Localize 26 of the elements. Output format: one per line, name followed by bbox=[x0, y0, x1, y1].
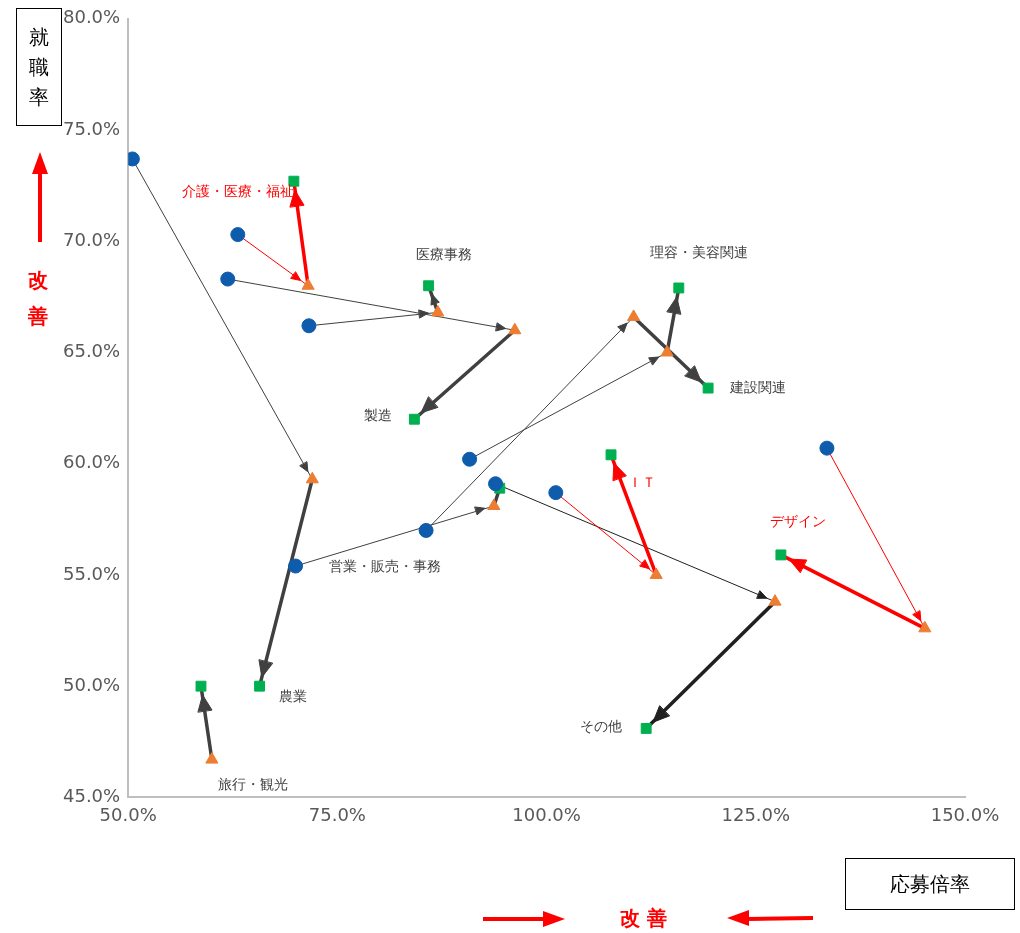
x-tick-label: 150.0% bbox=[930, 803, 1000, 825]
annotation: 介護・医療・福祉 bbox=[181, 182, 294, 199]
text: 改善 bbox=[28, 267, 48, 330]
x-axis-title: 応募倍率 bbox=[845, 858, 1015, 910]
y-tick-label: 50.0% bbox=[62, 673, 121, 695]
y-tick-label: 65.0% bbox=[62, 340, 121, 362]
y-axis-title: 就職率 bbox=[29, 24, 49, 111]
annotation: その他 bbox=[580, 718, 623, 735]
annotation: デザイン bbox=[769, 512, 826, 529]
text: 改 善 bbox=[620, 905, 667, 932]
annotation: 理容・美容関連 bbox=[649, 243, 748, 260]
annotation: 農業 bbox=[278, 687, 307, 704]
annotation: 製造 bbox=[364, 406, 393, 423]
y-tick-label: 55.0% bbox=[62, 562, 121, 584]
x-tick-label: 75.0% bbox=[308, 803, 366, 825]
annotation: 営業・販売・事務 bbox=[328, 557, 441, 574]
annotation: 建設関連 bbox=[729, 378, 787, 395]
y-tick-label: 60.0% bbox=[62, 451, 121, 473]
annotation: 旅行・観光 bbox=[217, 776, 288, 793]
y-tick-label: 70.0% bbox=[62, 228, 121, 250]
x-tick-label: 100.0% bbox=[512, 803, 581, 825]
annotation: 医療事務 bbox=[415, 246, 472, 263]
x-tick-label: 125.0% bbox=[721, 803, 791, 825]
annotation: ＩＴ bbox=[628, 474, 657, 491]
y-tick-label: 80.0% bbox=[62, 6, 121, 28]
y-tick-label: 75.0% bbox=[62, 117, 121, 139]
